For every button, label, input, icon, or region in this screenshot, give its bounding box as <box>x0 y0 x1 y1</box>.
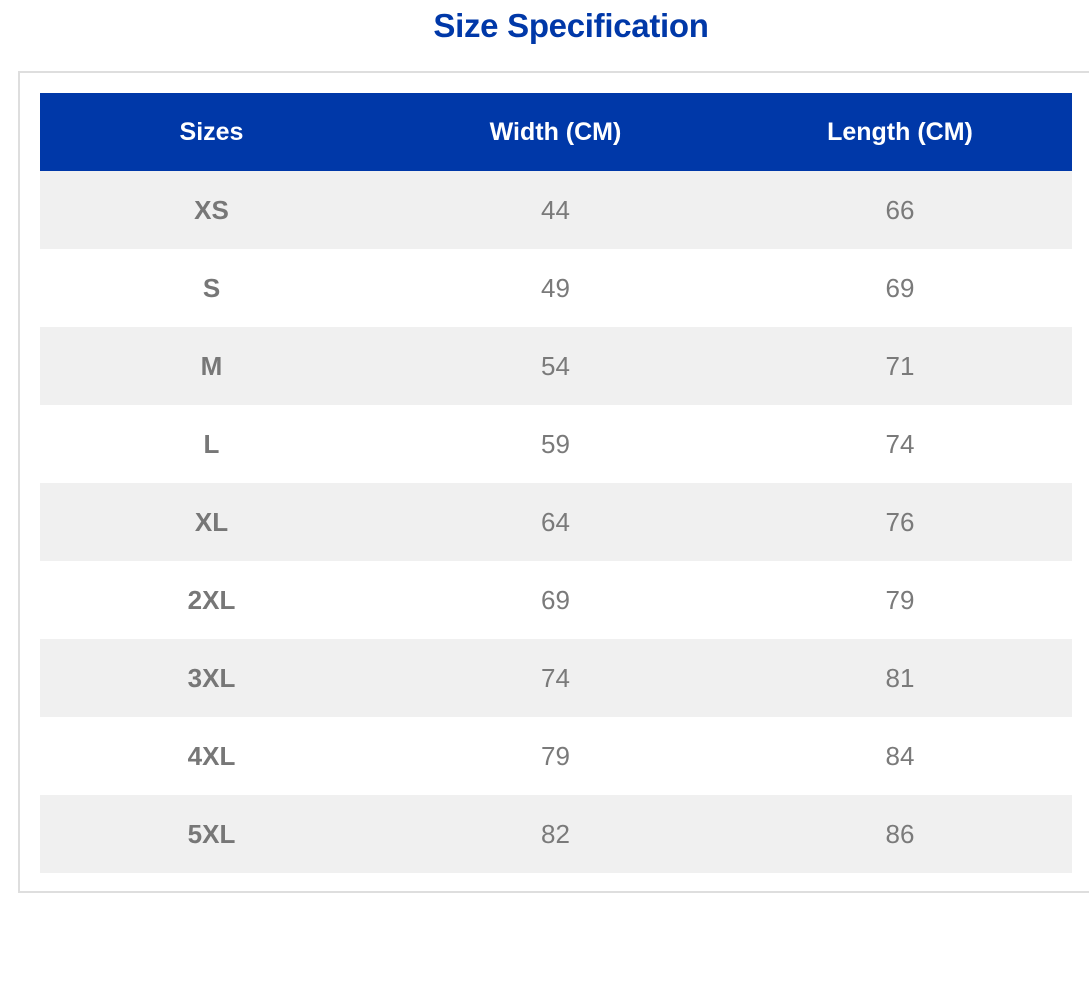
size-cell: XL <box>40 483 383 561</box>
table-row: 4XL 79 84 <box>40 717 1072 795</box>
width-cell: 49 <box>383 249 728 327</box>
table-row: 2XL 69 79 <box>40 561 1072 639</box>
header-sizes: Sizes <box>40 93 383 171</box>
width-cell: 79 <box>383 717 728 795</box>
table-row: XS 44 66 <box>40 171 1072 249</box>
width-cell: 64 <box>383 483 728 561</box>
length-cell: 79 <box>728 561 1072 639</box>
width-cell: 69 <box>383 561 728 639</box>
width-cell: 59 <box>383 405 728 483</box>
length-cell: 76 <box>728 483 1072 561</box>
header-length: Length (CM) <box>728 93 1072 171</box>
width-cell: 54 <box>383 327 728 405</box>
size-cell: XS <box>40 171 383 249</box>
length-cell: 69 <box>728 249 1072 327</box>
table-row: 3XL 74 81 <box>40 639 1072 717</box>
table-row: S 49 69 <box>40 249 1072 327</box>
header-width: Width (CM) <box>383 93 728 171</box>
table-row: M 54 71 <box>40 327 1072 405</box>
length-cell: 86 <box>728 795 1072 873</box>
size-cell: 5XL <box>40 795 383 873</box>
header-row: Sizes Width (CM) Length (CM) <box>40 93 1072 171</box>
table-row: 5XL 82 86 <box>40 795 1072 873</box>
size-cell: 3XL <box>40 639 383 717</box>
table-row: XL 64 76 <box>40 483 1072 561</box>
width-cell: 82 <box>383 795 728 873</box>
length-cell: 84 <box>728 717 1072 795</box>
page-title: Size Specification <box>433 7 709 44</box>
size-cell: M <box>40 327 383 405</box>
length-cell: 71 <box>728 327 1072 405</box>
length-cell: 81 <box>728 639 1072 717</box>
size-cell: L <box>40 405 383 483</box>
size-cell: 2XL <box>40 561 383 639</box>
width-cell: 74 <box>383 639 728 717</box>
table-header: Sizes Width (CM) Length (CM) <box>40 93 1072 171</box>
table-body: XS 44 66 S 49 69 M 54 71 L 59 74 XL 64 7… <box>40 171 1072 873</box>
size-cell: 4XL <box>40 717 383 795</box>
length-cell: 74 <box>728 405 1072 483</box>
table-row: L 59 74 <box>40 405 1072 483</box>
width-cell: 44 <box>383 171 728 249</box>
size-cell: S <box>40 249 383 327</box>
size-specification-table: Sizes Width (CM) Length (CM) XS 44 66 S … <box>40 93 1072 873</box>
length-cell: 66 <box>728 171 1072 249</box>
